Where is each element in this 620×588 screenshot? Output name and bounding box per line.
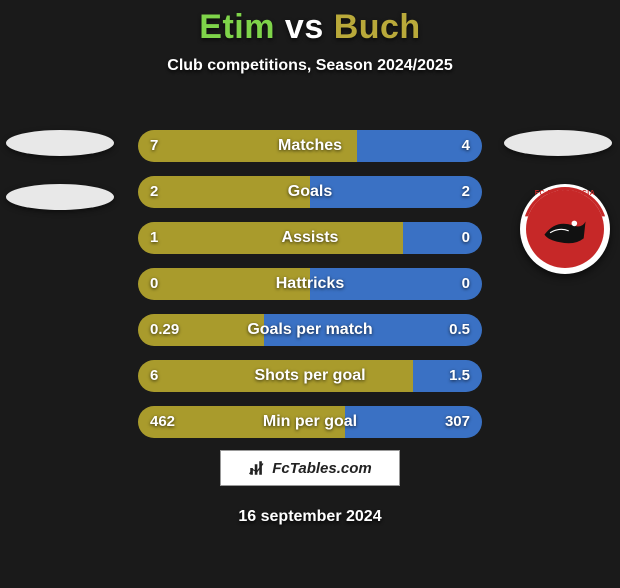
stat-value-left: 0: [150, 268, 158, 300]
bar-right: [403, 222, 482, 254]
ellipse-shape: [6, 184, 114, 210]
bar-left: [138, 222, 403, 254]
bar-right: [310, 176, 482, 208]
stat-row: Min per goal462307: [138, 406, 482, 438]
vs-label: vs: [285, 8, 324, 46]
ellipse-shape: [504, 130, 612, 156]
bar-left: [138, 130, 357, 162]
bar-left: [138, 360, 413, 392]
player2-badge-placeholder: [504, 130, 614, 170]
stat-value-left: 6: [150, 360, 158, 392]
source-label: FcTables.com: [272, 460, 371, 477]
stat-row: Shots per goal61.5: [138, 360, 482, 392]
stat-row: Hattricks00: [138, 268, 482, 300]
stat-value-right: 1.5: [449, 360, 470, 392]
stat-row: Assists10: [138, 222, 482, 254]
stat-row: Matches74: [138, 130, 482, 162]
bar-right: [413, 360, 482, 392]
stat-row: Goals per match0.290.5: [138, 314, 482, 346]
stat-row: Goals22: [138, 176, 482, 208]
bar-left: [138, 268, 310, 300]
player1-badge-placeholder-1: [6, 130, 116, 170]
stat-value-left: 0.29: [150, 314, 179, 346]
logo-inner: [526, 190, 604, 268]
stat-value-right: 0: [462, 222, 470, 254]
stat-value-right: 0: [462, 268, 470, 300]
bar-left: [138, 176, 310, 208]
subtitle: Club competitions, Season 2024/2025: [0, 57, 620, 75]
player2-name: Buch: [334, 8, 421, 46]
team-logo: FC FREDERICIA: [520, 184, 610, 274]
logo-svg: [537, 201, 593, 257]
player1-name: Etim: [199, 8, 275, 46]
comparison-title: Etim vs Buch: [0, 8, 620, 47]
stat-value-left: 1: [150, 222, 158, 254]
stat-value-right: 4: [462, 130, 470, 162]
bar-right: [310, 268, 482, 300]
player1-badge-placeholder-2: [6, 184, 116, 224]
ellipse-shape: [6, 130, 114, 156]
logo-ring: FC FREDERICIA: [520, 184, 610, 274]
source-badge: FcTables.com: [220, 450, 400, 486]
stat-value-right: 0.5: [449, 314, 470, 346]
stats-bars-container: Matches74Goals22Assists10Hattricks00Goal…: [138, 130, 482, 452]
date-label: 16 september 2024: [0, 508, 620, 526]
stat-value-right: 2: [462, 176, 470, 208]
stat-value-left: 2: [150, 176, 158, 208]
stat-value-left: 7: [150, 130, 158, 162]
bar-chart-icon: [248, 459, 266, 477]
stat-value-right: 307: [445, 406, 470, 438]
stat-value-left: 462: [150, 406, 175, 438]
